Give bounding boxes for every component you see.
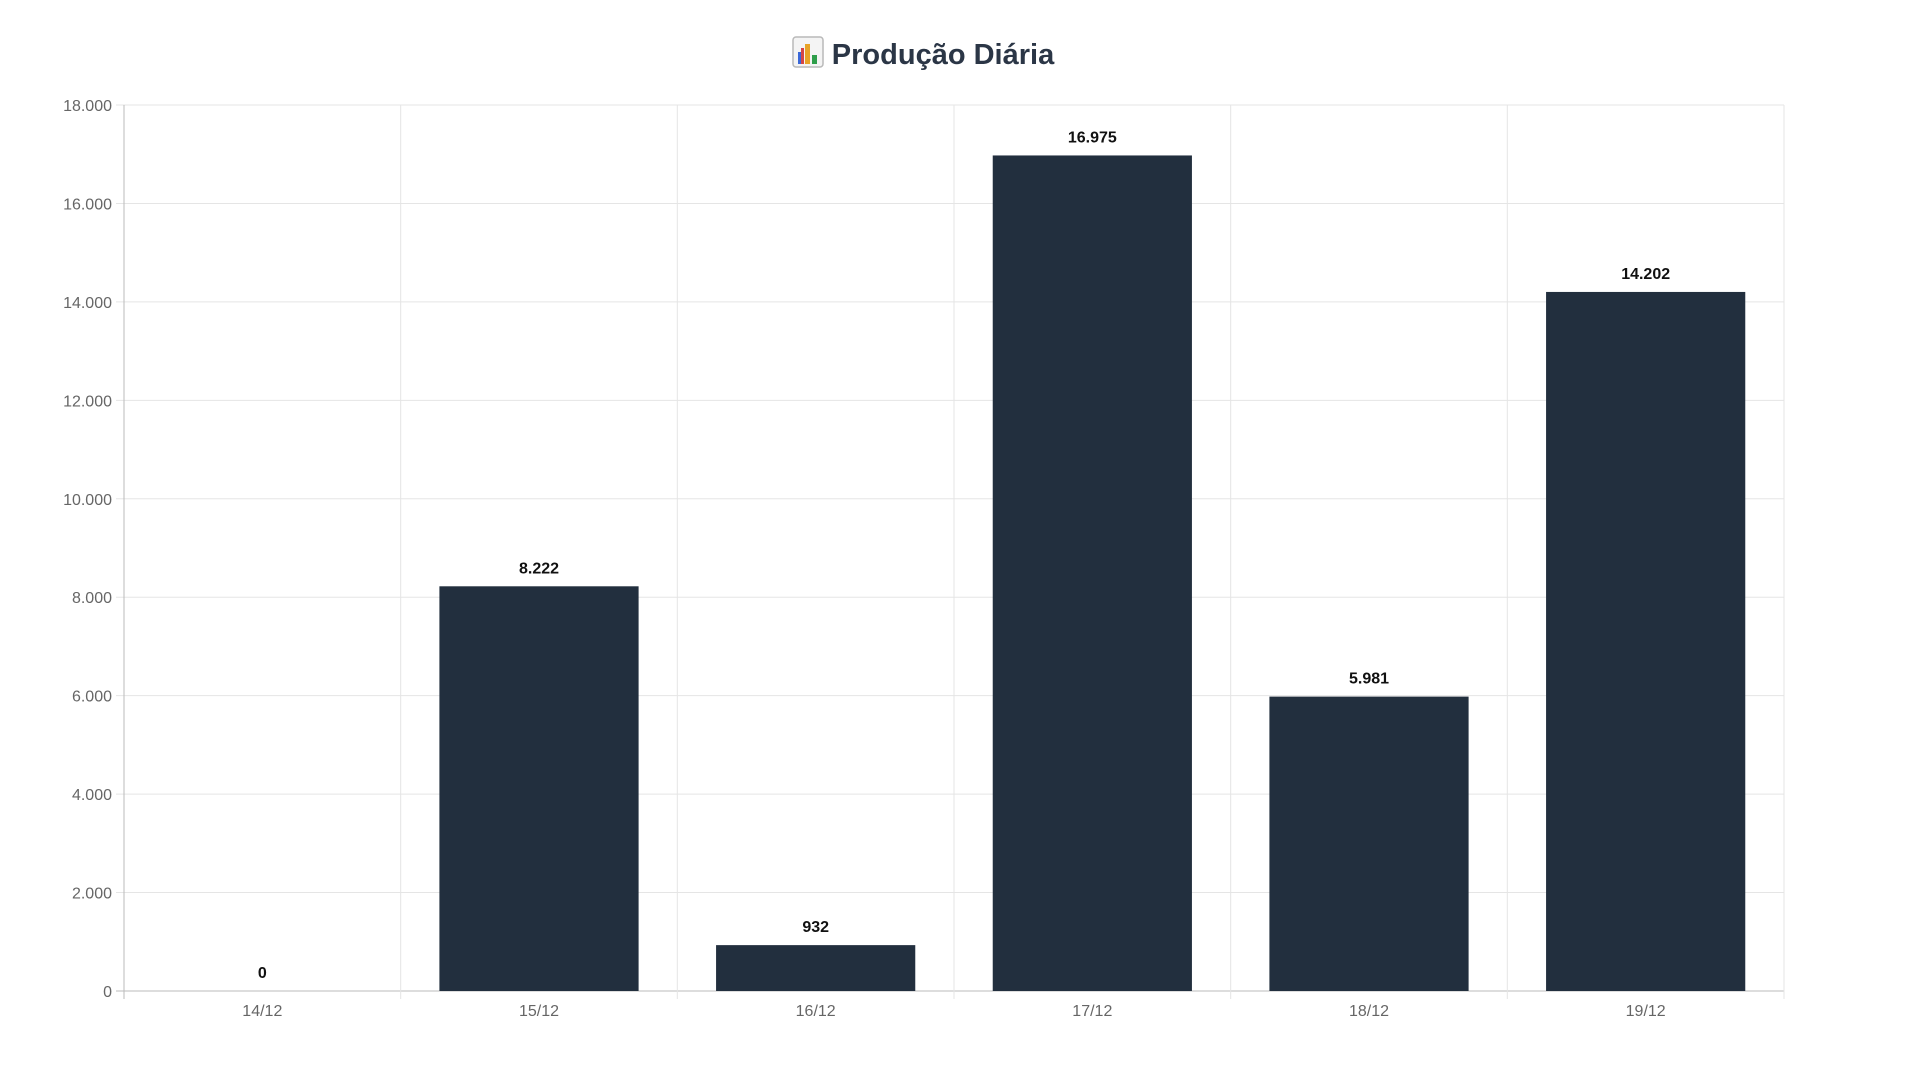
bar-value-label: 5.981 xyxy=(1349,671,1389,688)
bar-value-label: 16.975 xyxy=(1068,129,1117,146)
bar[interactable] xyxy=(1546,291,1746,991)
x-tick-label: 17/12 xyxy=(1072,1003,1112,1020)
bar-value-label: 932 xyxy=(802,919,829,936)
x-tick-label: 18/12 xyxy=(1349,1003,1389,1020)
x-tick-label: 19/12 xyxy=(1626,1003,1666,1020)
bars xyxy=(439,155,1746,992)
y-tick-label: 18.000 xyxy=(63,98,112,115)
bar[interactable] xyxy=(992,155,1192,992)
y-tick-label: 0 xyxy=(103,984,112,1001)
x-tick-label: 14/12 xyxy=(242,1003,282,1020)
bar-value-label: 8.222 xyxy=(519,560,559,577)
bar-chart-icon xyxy=(792,36,824,76)
bar[interactable] xyxy=(1269,696,1469,991)
y-tick-label: 8.000 xyxy=(72,590,112,607)
grid-lines xyxy=(116,104,1785,999)
chart-title-text: Produção Diária xyxy=(831,39,1055,71)
bar-value-label: 14.202 xyxy=(1621,266,1670,283)
y-tick-label: 16.000 xyxy=(63,196,112,213)
y-tick-label: 4.000 xyxy=(72,787,112,804)
chart-title: Produção Diária xyxy=(0,36,1846,76)
y-tick-label: 6.000 xyxy=(72,689,112,706)
x-tick-label: 15/12 xyxy=(519,1003,559,1020)
x-tick-label: 16/12 xyxy=(796,1003,836,1020)
bar-value-label: 0 xyxy=(258,965,267,982)
labels: 0 2.000 4.000 6.000 8.000 10.000 12.000 14.000 1… xyxy=(63,98,1670,1020)
y-tick-label: 12.000 xyxy=(63,393,112,410)
bar[interactable] xyxy=(439,586,639,991)
y-tick-label: 2.000 xyxy=(72,886,112,903)
bar[interactable] xyxy=(716,945,916,991)
y-tick-label: 10.000 xyxy=(63,492,112,509)
y-tick-label: 14.000 xyxy=(63,295,112,312)
